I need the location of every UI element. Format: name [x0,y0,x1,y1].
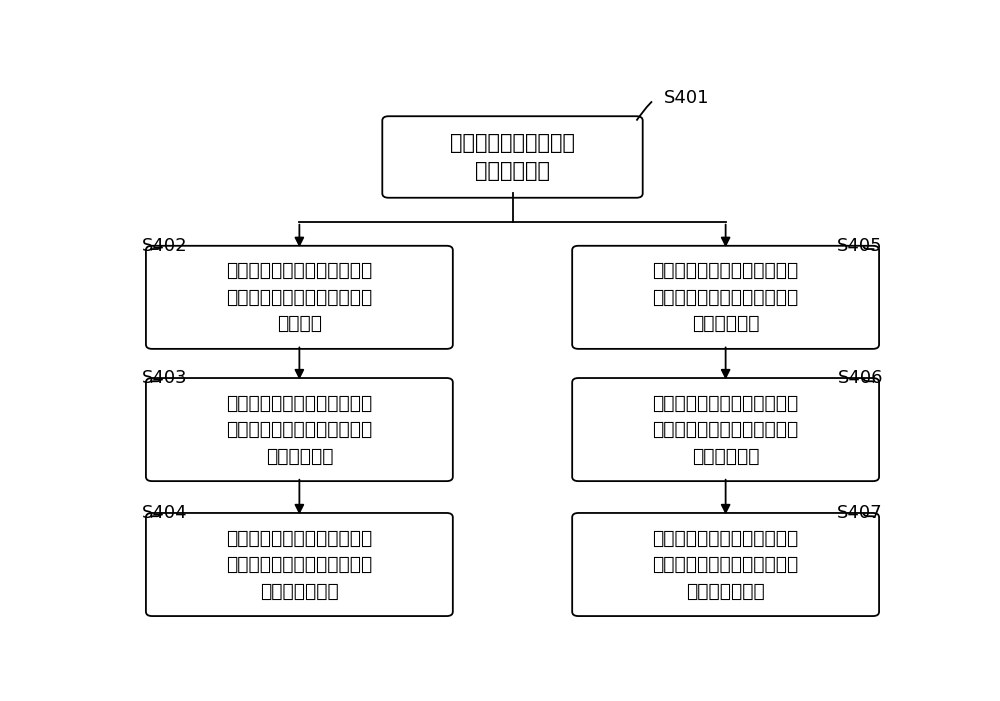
FancyBboxPatch shape [146,246,453,349]
Text: S405: S405 [837,237,883,255]
Text: 对所述竖边长度数组取均值，
得到图像中心位置处的棋盘格
的竖边平均长度: 对所述竖边长度数组取均值， 得到图像中心位置处的棋盘格 的竖边平均长度 [652,529,799,601]
Text: S407: S407 [837,504,883,522]
Text: S403: S403 [142,369,188,387]
Text: 用所述行索引数组中的当前行
索引减去前一个行索引，得到
横边长度数组: 用所述行索引数组中的当前行 索引减去前一个行索引，得到 横边长度数组 [226,393,372,465]
Text: 检测获得当前位置是灰
度跳变的位置: 检测获得当前位置是灰 度跳变的位置 [450,133,575,181]
Text: S404: S404 [142,504,188,522]
Text: 记录所述位置的列索引，并依
次将跳变位置的列索引存储至
列索引数组中: 记录所述位置的列索引，并依 次将跳变位置的列索引存储至 列索引数组中 [652,261,799,334]
FancyBboxPatch shape [146,513,453,616]
FancyBboxPatch shape [572,378,879,481]
FancyBboxPatch shape [382,116,643,198]
FancyBboxPatch shape [572,246,879,349]
Text: 用所述列索引数组中的当前列
索引减去前一个列索引，得到
竖边长度数组: 用所述列索引数组中的当前列 索引减去前一个列索引，得到 竖边长度数组 [652,393,799,465]
Text: S402: S402 [142,237,188,255]
FancyBboxPatch shape [572,513,879,616]
Text: S406: S406 [837,369,883,387]
FancyBboxPatch shape [146,378,453,481]
Text: 记录位置的行索引，并依次将
跳变位置的行索引存储至行索
引数组中: 记录位置的行索引，并依次将 跳变位置的行索引存储至行索 引数组中 [226,261,372,334]
Text: 对所述横边长度数组取均值，
得到图像中心位置处的棋盘格
的横边平均长度: 对所述横边长度数组取均值， 得到图像中心位置处的棋盘格 的横边平均长度 [226,529,372,601]
Text: S401: S401 [664,88,709,107]
